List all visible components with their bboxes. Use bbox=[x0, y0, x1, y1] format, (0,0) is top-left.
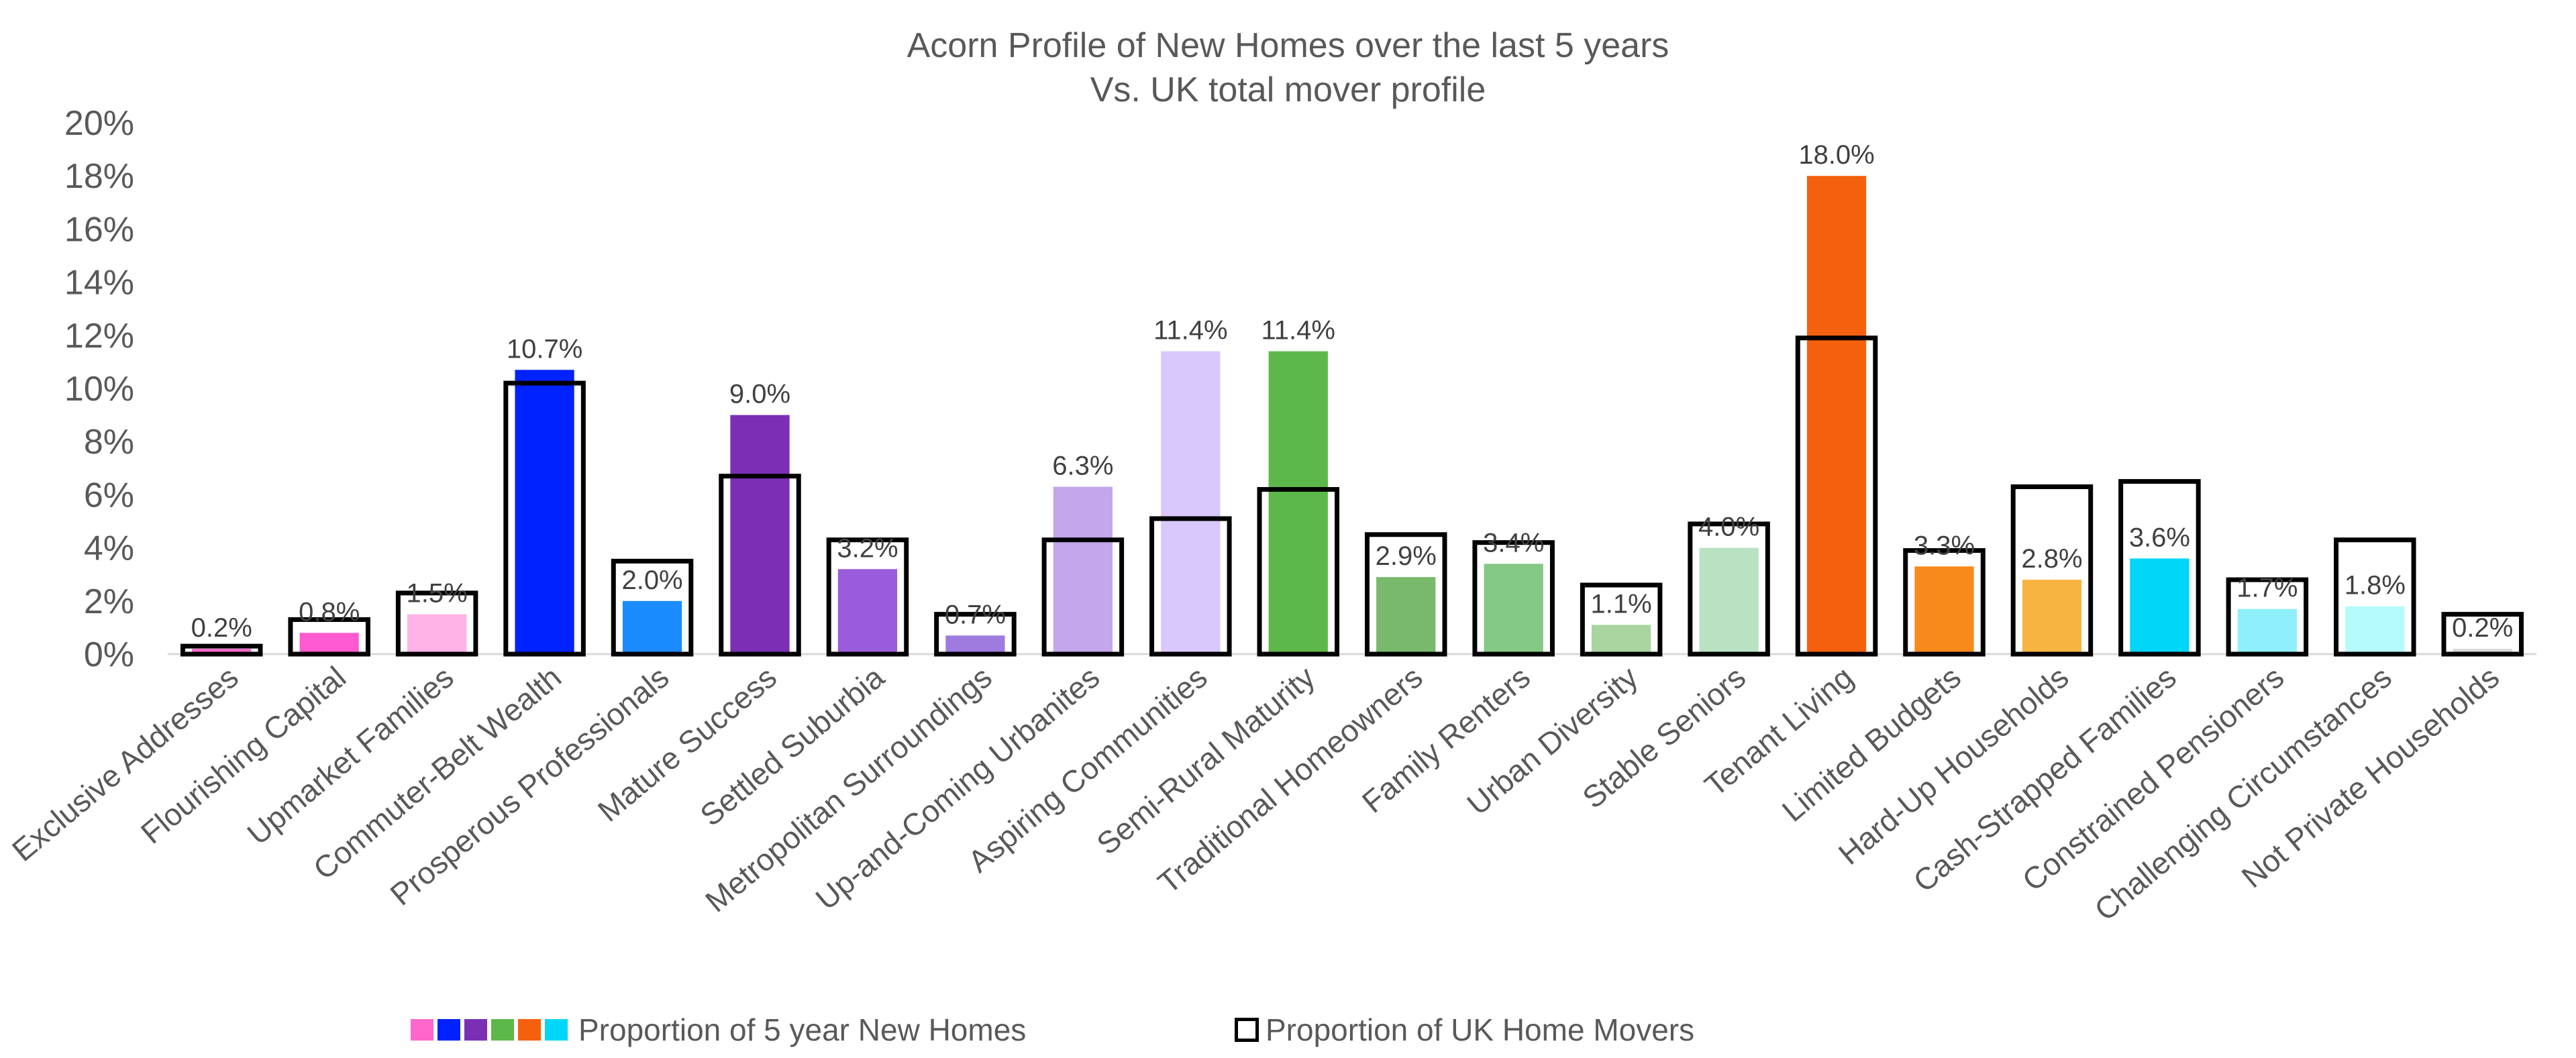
bar-uk-movers bbox=[611, 558, 694, 657]
bar-new-homes bbox=[945, 635, 1005, 654]
legend-label-uk-movers: Proportion of UK Home Movers bbox=[1266, 1012, 1695, 1047]
y-tick-label: 18% bbox=[64, 157, 134, 196]
bar-new-homes bbox=[2237, 609, 2297, 654]
bar-uk-movers bbox=[2118, 479, 2201, 657]
y-tick-label: 2% bbox=[84, 582, 134, 621]
data-label: 3.4% bbox=[1483, 528, 1544, 558]
bar-new-homes bbox=[2453, 649, 2512, 654]
data-label: 11.4% bbox=[1261, 316, 1335, 346]
bar-uk-movers bbox=[180, 643, 263, 657]
bar-new-homes bbox=[299, 633, 359, 654]
bar-uk-movers bbox=[2226, 577, 2309, 657]
bar-uk-movers bbox=[395, 590, 478, 657]
data-label: 1.8% bbox=[2345, 571, 2406, 600]
data-label: 9.0% bbox=[729, 380, 790, 409]
data-label: 0.2% bbox=[191, 613, 252, 643]
bar-uk-movers bbox=[1257, 486, 1340, 657]
legend-swatch bbox=[545, 1019, 568, 1041]
data-label: 1.5% bbox=[407, 579, 468, 609]
data-label: 4.0% bbox=[1698, 513, 1759, 542]
data-label: 11.4% bbox=[1153, 316, 1227, 346]
bar-new-homes bbox=[1268, 351, 1328, 654]
bar-uk-movers bbox=[826, 537, 909, 657]
bar-new-homes bbox=[2022, 580, 2082, 654]
y-tick-label: 6% bbox=[84, 476, 134, 515]
bar-uk-movers bbox=[1688, 521, 1770, 657]
legend-swatch bbox=[491, 1019, 514, 1041]
legend-swatch bbox=[411, 1019, 433, 1041]
data-label: 3.2% bbox=[837, 533, 898, 563]
data-label: 1.1% bbox=[1591, 589, 1652, 619]
bar-uk-movers bbox=[1041, 537, 1125, 657]
data-label: 10.7% bbox=[507, 334, 582, 364]
y-tick-label: 4% bbox=[84, 529, 134, 568]
data-label: 0.8% bbox=[299, 597, 360, 627]
bar-uk-movers bbox=[1795, 335, 1878, 657]
data-label: 0.7% bbox=[945, 600, 1006, 629]
bar-uk-movers bbox=[1149, 516, 1232, 657]
data-label: 2.0% bbox=[621, 566, 682, 595]
bar-uk-movers bbox=[1364, 532, 1447, 657]
data-label: 18.0% bbox=[1798, 140, 1874, 170]
bar-new-homes bbox=[1806, 176, 1867, 654]
data-label: 1.7% bbox=[2236, 574, 2298, 603]
bar-new-homes bbox=[2345, 606, 2405, 654]
data-label: 2.9% bbox=[1376, 541, 1437, 571]
bar-new-homes bbox=[515, 370, 574, 654]
bar-uk-movers bbox=[2010, 484, 2094, 657]
y-tick-label: 14% bbox=[64, 264, 134, 303]
bar-new-homes bbox=[1914, 566, 1974, 654]
bar-new-homes bbox=[1699, 547, 1759, 654]
y-tick-label: 10% bbox=[64, 370, 134, 409]
legend-item-new-homes: Proportion of 5 year New Homes bbox=[411, 1012, 1026, 1048]
bar-new-homes bbox=[1376, 577, 1436, 654]
y-tick-label: 20% bbox=[64, 104, 134, 143]
legend-swatch-group bbox=[411, 1019, 572, 1041]
bar-new-homes bbox=[730, 415, 790, 654]
x-category-label: Settled Suburbia bbox=[693, 659, 890, 833]
bar-new-homes bbox=[1161, 351, 1221, 654]
bar-new-homes bbox=[2130, 558, 2189, 654]
bar-uk-movers bbox=[2441, 612, 2524, 657]
bar-new-homes bbox=[1484, 564, 1543, 654]
bar-uk-movers bbox=[1472, 540, 1555, 657]
y-tick-label: 0% bbox=[84, 635, 134, 674]
legend-swatch bbox=[518, 1019, 541, 1041]
legend-item-uk-movers: Proportion of UK Home Movers bbox=[1235, 1012, 1694, 1048]
bar-uk-movers bbox=[1903, 548, 1986, 657]
bar-new-homes bbox=[192, 649, 252, 654]
bar-new-homes bbox=[837, 569, 898, 654]
y-tick-label: 8% bbox=[84, 423, 134, 462]
data-label: 6.3% bbox=[1052, 452, 1113, 481]
bar-new-homes bbox=[622, 600, 682, 654]
legend-swatch bbox=[464, 1019, 487, 1041]
x-category-label: Mature Success bbox=[591, 659, 783, 829]
legend-swatch bbox=[437, 1019, 460, 1041]
y-tick-label: 12% bbox=[64, 317, 134, 356]
data-label: 3.6% bbox=[2129, 523, 2190, 552]
bar-new-homes bbox=[1592, 625, 1651, 654]
legend-swatch-outline bbox=[1235, 1018, 1259, 1042]
chart-subtitle: Vs. UK total mover profile bbox=[1090, 70, 1486, 109]
bar-new-homes bbox=[1053, 486, 1113, 654]
y-tick-label: 16% bbox=[64, 210, 134, 249]
bar-uk-movers bbox=[2334, 537, 2416, 657]
data-label: 3.3% bbox=[1914, 531, 1975, 560]
chart-title: Acorn Profile of New Homes over the last… bbox=[907, 26, 1669, 65]
bar-uk-movers bbox=[288, 617, 370, 657]
bar-uk-movers bbox=[503, 380, 586, 657]
data-label: 0.2% bbox=[2452, 613, 2513, 643]
bar-uk-movers bbox=[719, 474, 801, 657]
bar-new-homes bbox=[407, 614, 467, 654]
x-category-label: Limited Budgets bbox=[1775, 659, 1967, 829]
data-label: 2.8% bbox=[2021, 544, 2082, 574]
bar-uk-movers bbox=[1580, 582, 1663, 657]
bar-uk-movers bbox=[934, 612, 1017, 657]
legend-label-new-homes: Proportion of 5 year New Homes bbox=[578, 1012, 1027, 1047]
